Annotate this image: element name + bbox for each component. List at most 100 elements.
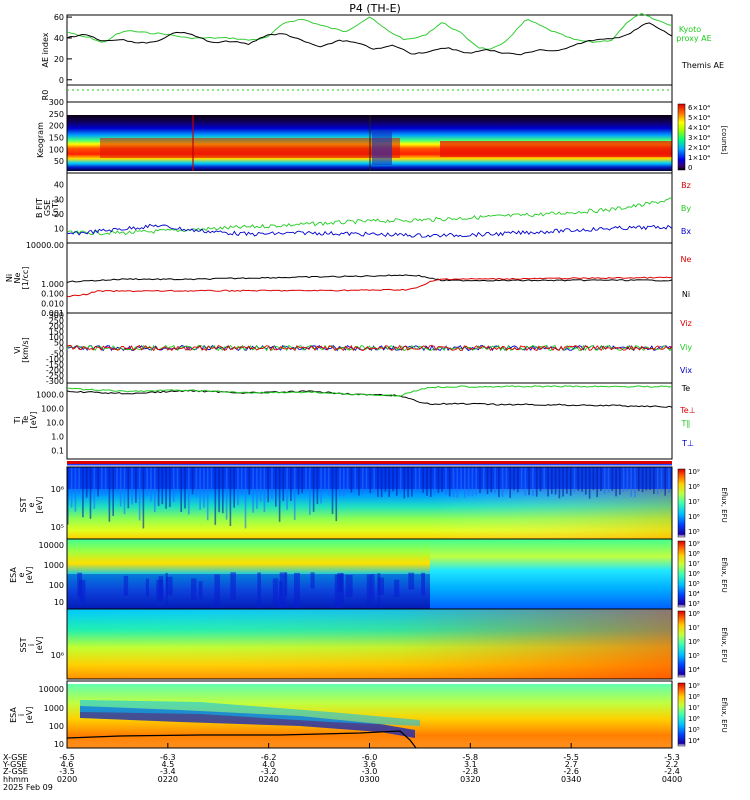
velocity-ytick-label: 100 <box>49 333 64 342</box>
sst-e-stripe <box>494 467 496 493</box>
keogram-dark-gap <box>372 130 392 165</box>
sst-e-stripe <box>664 467 666 496</box>
bfit-ylabel-1: B FIT <box>35 198 44 218</box>
xaxis-tick-time: 0400 <box>662 775 682 784</box>
xaxis-tick-z: -3.0 <box>362 767 378 776</box>
velocity-ytick-label: -300 <box>46 377 64 386</box>
sst-e-stripe <box>67 467 69 525</box>
sst-e-stripe <box>203 467 205 508</box>
esa-i-ylabel: ESA i [eV] <box>9 707 34 724</box>
mode-bar-red <box>67 461 672 464</box>
density-ylabel-3: [1/cc] <box>21 267 30 290</box>
sst-e-colorbar-tick: 10⁵ <box>688 528 700 536</box>
keogram-bright-band-1 <box>100 138 400 158</box>
temperature-legend-teperp: Te⊥ <box>679 406 695 415</box>
bfit-ylabel-3: [nT] <box>51 200 60 216</box>
sst-e-stripe <box>528 467 530 496</box>
sst-e-stripe <box>358 467 360 496</box>
sst-e-colorbar-label: Eflux, EFU <box>720 487 728 522</box>
esa-e-ytick-label: 10000 <box>39 541 64 550</box>
esa-i-colorbar-label: Eflux, EFU <box>720 697 728 732</box>
temperature-ytick-label: 1.0 <box>51 432 64 441</box>
sst-e-stripe <box>422 467 424 493</box>
density-ylabel: Ni Ne [1/cc] <box>5 267 30 290</box>
density-ytick-label: 1.000 <box>41 280 64 289</box>
mode-bar-blue <box>67 464 672 466</box>
sst-e-stripe <box>554 467 557 495</box>
sst-e-stripe <box>346 467 349 492</box>
esa-e-streak <box>370 574 375 599</box>
keogram-colorbar-tick: 1×10⁴ <box>688 154 710 162</box>
velocity-ylabel-2: [km/s] <box>21 337 30 363</box>
sst-e-stripe <box>600 467 602 491</box>
sst-e-stripe <box>237 467 239 506</box>
esa-e-ylabel-2: e <box>17 572 26 577</box>
velocity-ytick-label: -50 <box>51 349 64 358</box>
plot-title: P4 (TH-E) <box>349 2 401 15</box>
esa-i-ylabel-1: ESA <box>9 707 18 723</box>
esa-e-streak <box>145 578 149 597</box>
ae-legend-kyoto: Kyoto <box>679 25 701 34</box>
sst-e-stripe <box>626 467 629 491</box>
sst-i-colorbar-tick: 10⁶ <box>688 638 700 646</box>
sst-i-panel: 10⁶ SST i [eV] 10⁸ 10⁷ 10⁶ 10⁵ 10⁴ Eflux, EF… <box>19 608 728 680</box>
sst-e-stripe <box>89 467 92 519</box>
sst-e-stripe <box>630 467 632 497</box>
sst-e-stripe <box>634 467 636 498</box>
sst-e-stripe <box>411 467 413 497</box>
sst-e-stripe <box>225 467 228 520</box>
velocity-ytick-label: 150 <box>49 328 64 337</box>
sst-e-stripe <box>641 467 644 493</box>
sst-e-stripe <box>418 467 421 490</box>
sst-e-stripe <box>324 467 326 490</box>
xaxis-tick-time: 0300 <box>359 775 379 784</box>
keogram-ytick-label: 200 <box>49 122 64 131</box>
bfit-legend-by: By <box>681 204 691 213</box>
sst-e-stripe <box>165 467 167 509</box>
sst-e-stripe <box>603 467 606 494</box>
sst-i-colorbar <box>677 610 686 678</box>
bfit-ytick-label: 20 <box>54 210 64 219</box>
mode-bars <box>67 461 672 466</box>
sst-e-stripe <box>199 467 201 510</box>
ae-ytick-label: 20 <box>54 55 64 64</box>
sst-e-stripe <box>123 467 126 514</box>
sst-e-stripe <box>278 467 281 522</box>
keogram-colorbar-label: [counts] <box>720 126 728 155</box>
sst-e-stripe <box>414 467 417 493</box>
sst-e-stripe <box>339 467 341 497</box>
esa-i-colorbar-tick: 10⁵ <box>688 726 700 734</box>
esa-e-dark-band <box>67 574 430 609</box>
temperature-legend-tperp: T⊥ <box>681 439 694 448</box>
xaxis-tick-time: 0220 <box>158 775 178 784</box>
bfit-ylabel: B FIT GSE [nT] <box>35 198 60 218</box>
sst-e-stripe <box>377 467 379 497</box>
velocity-ylabel: Vi [km/s] <box>13 337 30 363</box>
esa-e-spectrogram-late <box>430 539 672 609</box>
ae-legend-themis: Themis AE <box>681 61 724 70</box>
sst-e-stripe <box>233 467 235 508</box>
sst-e-ylabel-3: [eV] <box>35 497 44 514</box>
ae-panel: 0 20 40 60 AE index Kyoto proxy AE Themis A… <box>41 12 724 86</box>
sst-e-stripe <box>396 467 398 496</box>
esa-e-ytick-label: 100 <box>49 581 64 590</box>
esa-e-streak <box>214 574 220 607</box>
sst-e-stripe <box>108 467 111 522</box>
sst-e-stripe <box>517 467 519 493</box>
sst-i-colorbar-label: Eflux, EFU <box>720 627 728 662</box>
sst-e-stripe <box>331 467 334 514</box>
xaxis-tick-x: -6.2 <box>261 753 277 762</box>
sst-e-stripe <box>104 467 107 496</box>
sst-e-stripe <box>138 467 141 521</box>
sst-e-stripe <box>191 467 194 495</box>
sst-e-stripe <box>532 467 534 496</box>
xaxis-tick-x: -6.3 <box>160 753 176 762</box>
bfit-series-by <box>66 197 673 236</box>
esa-e-ytick-label: 1000 <box>44 561 64 570</box>
velocity-legend-viz: Viz <box>680 319 692 328</box>
xaxis-row-hhmm: hhmm <box>3 775 29 784</box>
sst-i-trend <box>67 609 672 679</box>
sst-e-stripe <box>343 467 345 497</box>
sst-e-stripe <box>399 467 402 493</box>
velocity-frame <box>66 312 673 384</box>
